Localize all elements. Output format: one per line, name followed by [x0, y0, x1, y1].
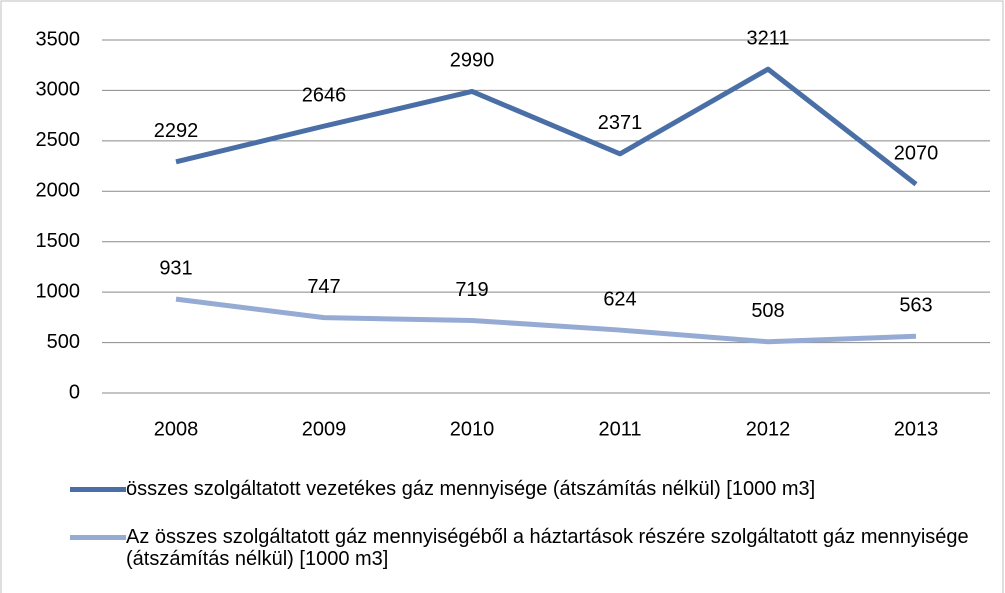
y-tick-label: 3000 [36, 79, 81, 101]
y-tick-label: 500 [47, 331, 80, 353]
y-tick-label: 1000 [36, 280, 81, 302]
y-tick-label: 0 [69, 381, 80, 403]
legend-label: összes szolgáltatott vezetékes gáz menny… [126, 478, 816, 500]
legend-entry: Az összes szolgáltatott gáz mennyiségébő… [70, 526, 970, 570]
data-label: 719 [455, 279, 488, 301]
legend-swatch [70, 487, 126, 492]
data-label: 2371 [598, 112, 643, 134]
x-tick-label: 2008 [154, 418, 199, 440]
x-tick-label: 2013 [894, 418, 939, 440]
y-tick-label: 2500 [36, 129, 81, 151]
y-tick-label: 3500 [36, 28, 81, 50]
data-label: 2646 [302, 84, 347, 106]
x-tick-label: 2009 [302, 418, 347, 440]
legend-swatch [70, 535, 126, 540]
data-label: 508 [751, 300, 784, 322]
x-tick-label: 2011 [598, 418, 641, 440]
x-tick-label: 2012 [746, 418, 791, 440]
data-label: 2070 [894, 143, 939, 165]
legend-label: Az összes szolgáltatott gáz mennyiségébő… [126, 526, 969, 570]
y-tick-label: 2000 [36, 180, 81, 202]
y-tick-label: 1500 [36, 230, 81, 252]
series-line [175, 296, 917, 345]
x-tick-label: 2010 [450, 418, 495, 440]
data-label: 3211 [746, 27, 789, 49]
legend: összes szolgáltatott vezetékes gáz menny… [70, 478, 970, 593]
data-label: 624 [603, 288, 636, 310]
legend-entry: összes szolgáltatott vezetékes gáz menny… [70, 478, 970, 500]
series-line [175, 66, 918, 187]
data-label: 2292 [154, 120, 199, 142]
data-label: 2990 [450, 50, 495, 72]
data-label: 931 [159, 257, 192, 279]
data-label: 563 [899, 294, 932, 316]
data-label: 747 [307, 276, 340, 298]
